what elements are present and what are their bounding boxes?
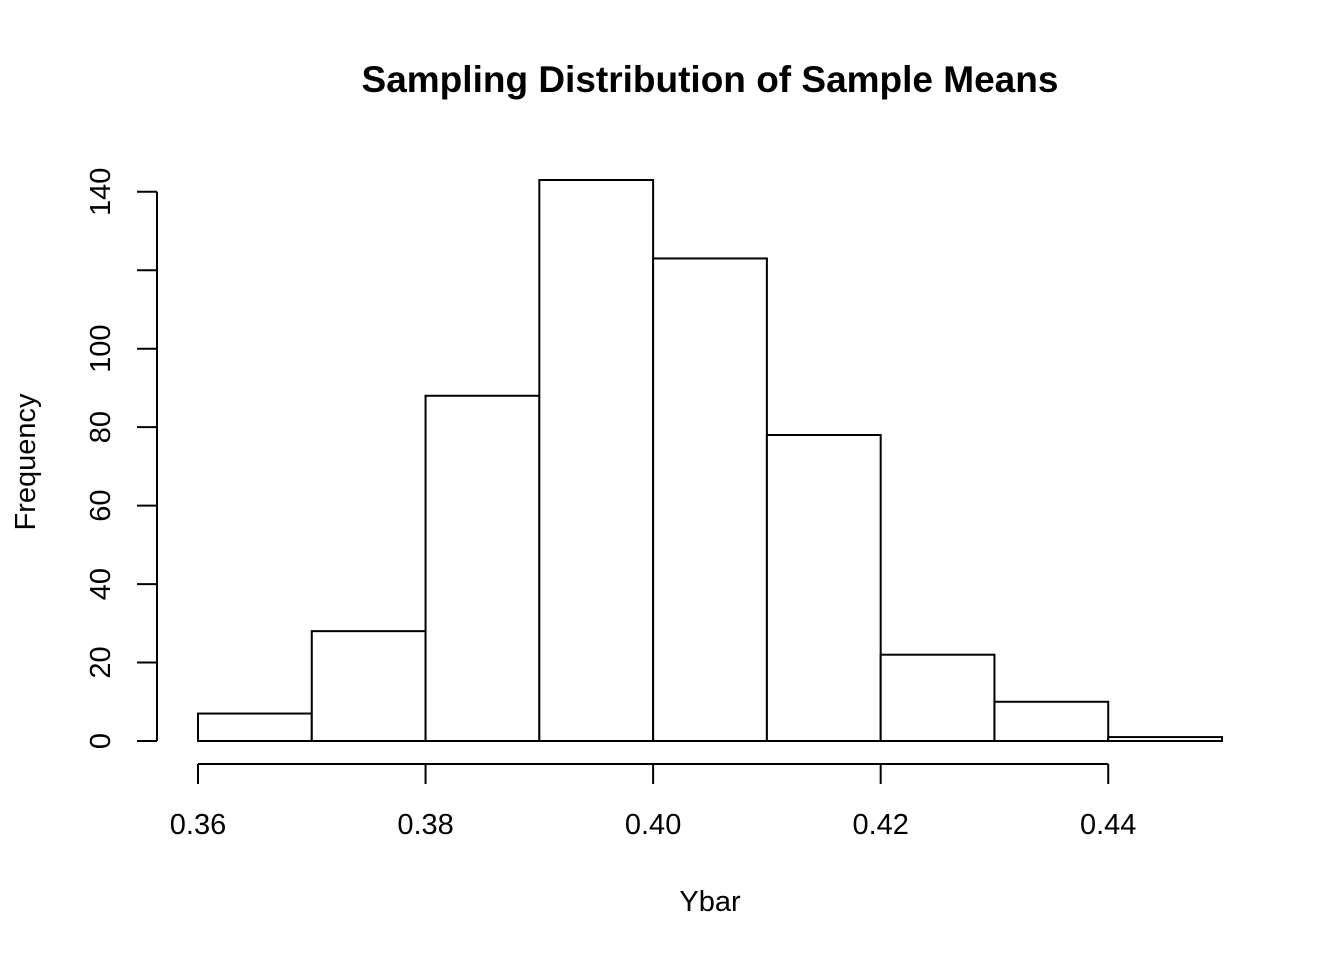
x-axis-label: Ybar (679, 886, 741, 918)
y-tick-label: 100 (85, 324, 117, 372)
y-axis-label: Frequency (10, 393, 42, 531)
histogram-bar (538, 179, 655, 742)
histogram-bar (879, 653, 996, 743)
x-tick-label: 0.38 (397, 809, 453, 841)
y-axis: 0 20 40 60 80 100 140 (85, 168, 158, 749)
histogram-bar (765, 434, 882, 742)
histogram-bar (652, 257, 768, 742)
x-tick-label: 0.40 (625, 809, 681, 841)
histogram-bar (424, 394, 541, 742)
x-tick-label: 0.42 (852, 809, 908, 841)
histogram-bar (993, 700, 1110, 742)
bars-group (197, 179, 1223, 743)
y-tick-label: 0 (85, 733, 117, 749)
y-tick-label: 40 (85, 568, 117, 600)
y-tick-label: 20 (85, 646, 117, 678)
histogram-bar (197, 712, 313, 742)
y-tick-label: 80 (85, 411, 117, 443)
x-axis: 0.36 0.38 0.40 0.42 0.44 (170, 763, 1136, 841)
chart-title: Sampling Distribution of Sample Means (362, 59, 1059, 100)
histogram-bar (1107, 736, 1223, 742)
x-tick-label: 0.36 (170, 809, 226, 841)
histogram-bar (310, 630, 427, 743)
x-tick-label: 0.44 (1080, 809, 1136, 841)
y-tick-label: 140 (85, 168, 117, 216)
y-tick-label: 60 (85, 489, 117, 521)
